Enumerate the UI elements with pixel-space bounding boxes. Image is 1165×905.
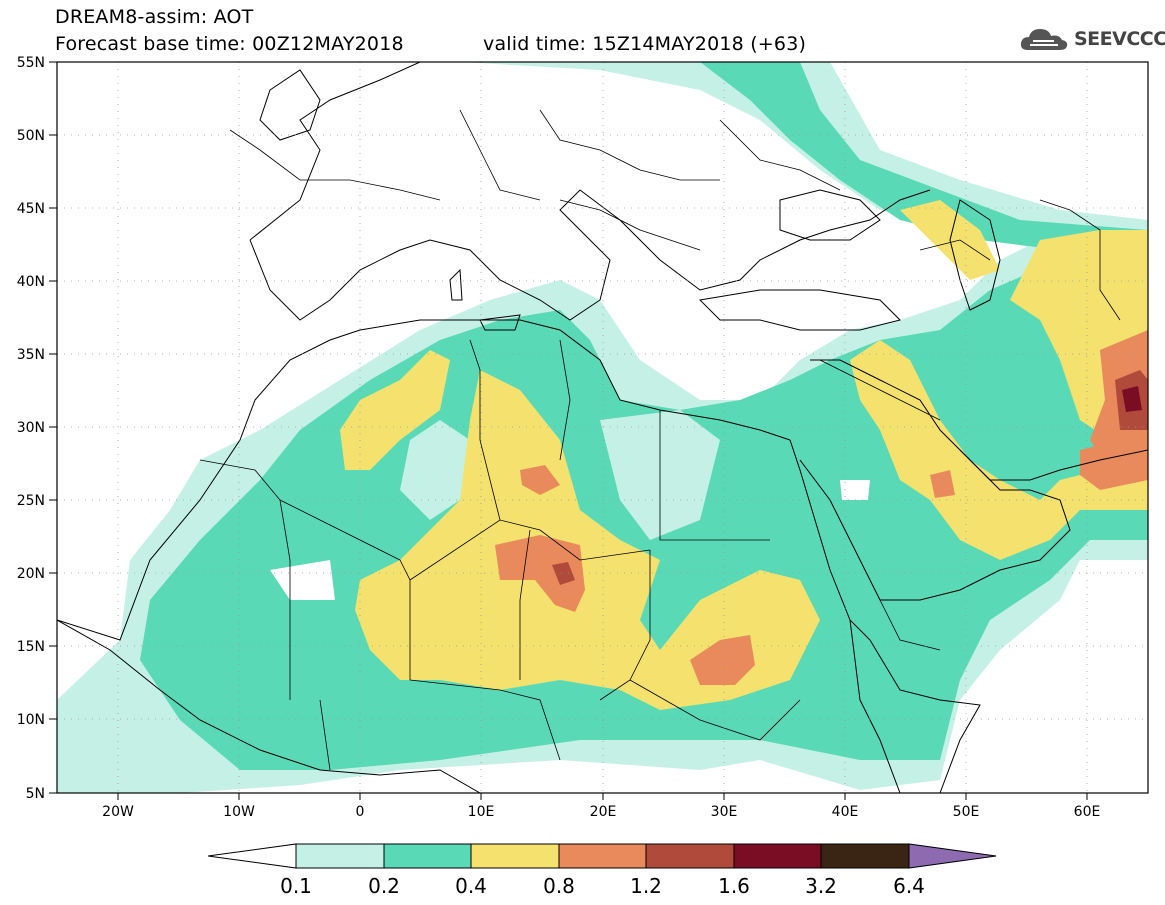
colorbar-label: 3.2 (805, 874, 837, 898)
aot-region-08-algeria (520, 465, 560, 495)
aot-band-north-02 (700, 62, 1148, 250)
aot-region-04-mideast (850, 340, 1148, 560)
lat-label: 15N (17, 639, 45, 655)
aot-clean-redsea (840, 480, 870, 500)
lat-labels: 55N 50N 45N 40N 35N 30N 25N 20N 15N 10N … (17, 55, 45, 802)
lon-label: 50E (953, 804, 980, 820)
lon-label: 10E (468, 804, 495, 820)
lat-label: 20N (17, 566, 45, 582)
colorbar-label: 1.6 (718, 874, 750, 898)
graticule (57, 62, 1148, 793)
seevccc-logo: SEEVCCC (1018, 24, 1165, 54)
aot-region-12-chad (552, 562, 575, 585)
aot-region-04-central (355, 370, 820, 710)
aot-region-16-iran (1122, 386, 1142, 412)
logo-text: SEEVCCC (1074, 28, 1165, 50)
colorbar-low-triangle (207, 843, 297, 869)
aot-region-08-saudi (930, 470, 955, 498)
lat-label: 35N (17, 347, 45, 363)
aot-clean-west (400, 420, 470, 520)
colorbar-high-triangle (908, 843, 997, 869)
aot-region-08-chad (495, 535, 585, 612)
lat-label: 30N (17, 420, 45, 436)
aot-region-08-oman (1080, 440, 1148, 490)
valid-time: valid time: 15Z14MAY2018 (+63) (483, 33, 807, 55)
map-title: DREAM8-assim: AOT (55, 6, 254, 28)
colorbar-label: 1.2 (630, 874, 662, 898)
colorbar-labels: 0.1 0.2 0.4 0.8 1.2 1.6 3.2 6.4 (280, 874, 925, 898)
colorbar-label: 0.4 (455, 874, 487, 898)
lat-label: 5N (26, 786, 45, 802)
aot-region-04-west (340, 350, 450, 470)
lon-label: 0 (356, 804, 365, 820)
lon-label: 20E (590, 804, 617, 820)
colorbar-label: 6.4 (893, 874, 925, 898)
colorbar-box-02 (383, 843, 472, 869)
base-time: Forecast base time: 00Z12MAY2018 (55, 33, 404, 55)
lon-label: 30E (711, 804, 738, 820)
aot-region-08-sudan (690, 635, 755, 685)
lon-label: 60E (1074, 804, 1101, 820)
aot-clean-sahara (270, 560, 335, 600)
colorbar-label: 0.8 (543, 874, 575, 898)
colorbar-label: 0.1 (280, 874, 312, 898)
lon-label: 10W (223, 804, 255, 820)
colorbar-label: 0.2 (368, 874, 400, 898)
colorbar-box-01 (295, 843, 385, 869)
colorbar-box-32 (820, 843, 910, 869)
colorbar (207, 843, 997, 869)
lat-label: 50N (17, 128, 45, 144)
aot-shading (57, 62, 1148, 793)
lat-label: 45N (17, 201, 45, 217)
colorbar-box-16 (733, 843, 822, 869)
coastlines (57, 62, 1148, 793)
lon-labels: 20W 10W 0 10E 20E 30E 40E 50E 60E (102, 804, 1100, 820)
lon-label: 20W (102, 804, 134, 820)
lat-label: 55N (17, 55, 45, 71)
colorbar-box-12 (645, 843, 735, 869)
lon-label: 40E (832, 804, 859, 820)
lat-label: 40N (17, 274, 45, 290)
lat-label: 10N (17, 712, 45, 728)
tick-marks (49, 61, 1088, 800)
colorbar-box-08 (558, 843, 647, 869)
colorbar-box-04 (470, 843, 560, 869)
lat-label: 25N (17, 493, 45, 509)
cloud-icon (1020, 29, 1068, 50)
country-borders (199, 109, 1121, 771)
